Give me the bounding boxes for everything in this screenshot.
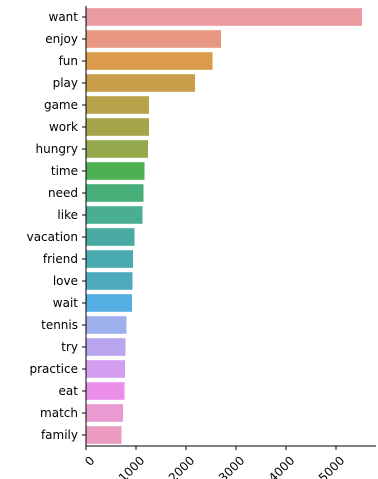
bar-game [86,96,149,114]
bar-fun [86,52,213,70]
category-label-game: game [44,98,78,112]
x-tick-label-3000: 3000 [216,453,247,479]
bar-need [86,184,144,202]
category-label-like: like [57,208,78,222]
x-tick-label-1000: 1000 [116,453,147,479]
x-tick-label-0: 0 [82,453,97,468]
bar-tennis [86,316,127,334]
category-label-need: need [48,186,78,200]
bar-hungry [86,140,148,158]
category-label-eat: eat [59,384,79,398]
bar-match [86,404,123,422]
category-label-wait: wait [53,296,79,310]
category-label-work: work [49,120,78,134]
bar-love [86,272,133,290]
category-label-time: time [51,164,78,178]
bar-play [86,74,195,92]
category-label-play: play [53,76,78,90]
bar-try [86,338,126,356]
category-label-vacation: vacation [27,230,78,244]
category-label-friend: friend [43,252,78,266]
x-tick-label-4000: 4000 [266,453,297,479]
bar-work [86,118,149,136]
category-label-try: try [61,340,78,354]
bar-enjoy [86,30,221,48]
category-label-family: family [41,428,78,442]
bar-wait [86,294,132,312]
bar-practice [86,360,125,378]
category-label-tennis: tennis [41,318,78,332]
bar-time [86,162,145,180]
bars-group [86,8,362,444]
bar-friend [86,250,133,268]
category-label-enjoy: enjoy [45,32,78,46]
bar-eat [86,382,125,400]
bar-vacation [86,228,135,246]
bar-like [86,206,143,224]
x-tick-label-2000: 2000 [166,453,197,479]
category-label-hungry: hungry [36,142,78,156]
x-axis: 0 1000 2000 3000 4000 5000 [82,446,347,479]
bar-want [86,8,362,26]
category-label-match: match [40,406,78,420]
category-label-fun: fun [59,54,78,68]
category-labels: want enjoy fun play game work hungry time need li… [27,10,86,442]
category-label-love: love [53,274,78,288]
x-tick-label-5000: 5000 [316,453,347,479]
category-label-practice: practice [29,362,78,376]
category-label-want: want [49,10,79,24]
bar-family [86,426,122,444]
